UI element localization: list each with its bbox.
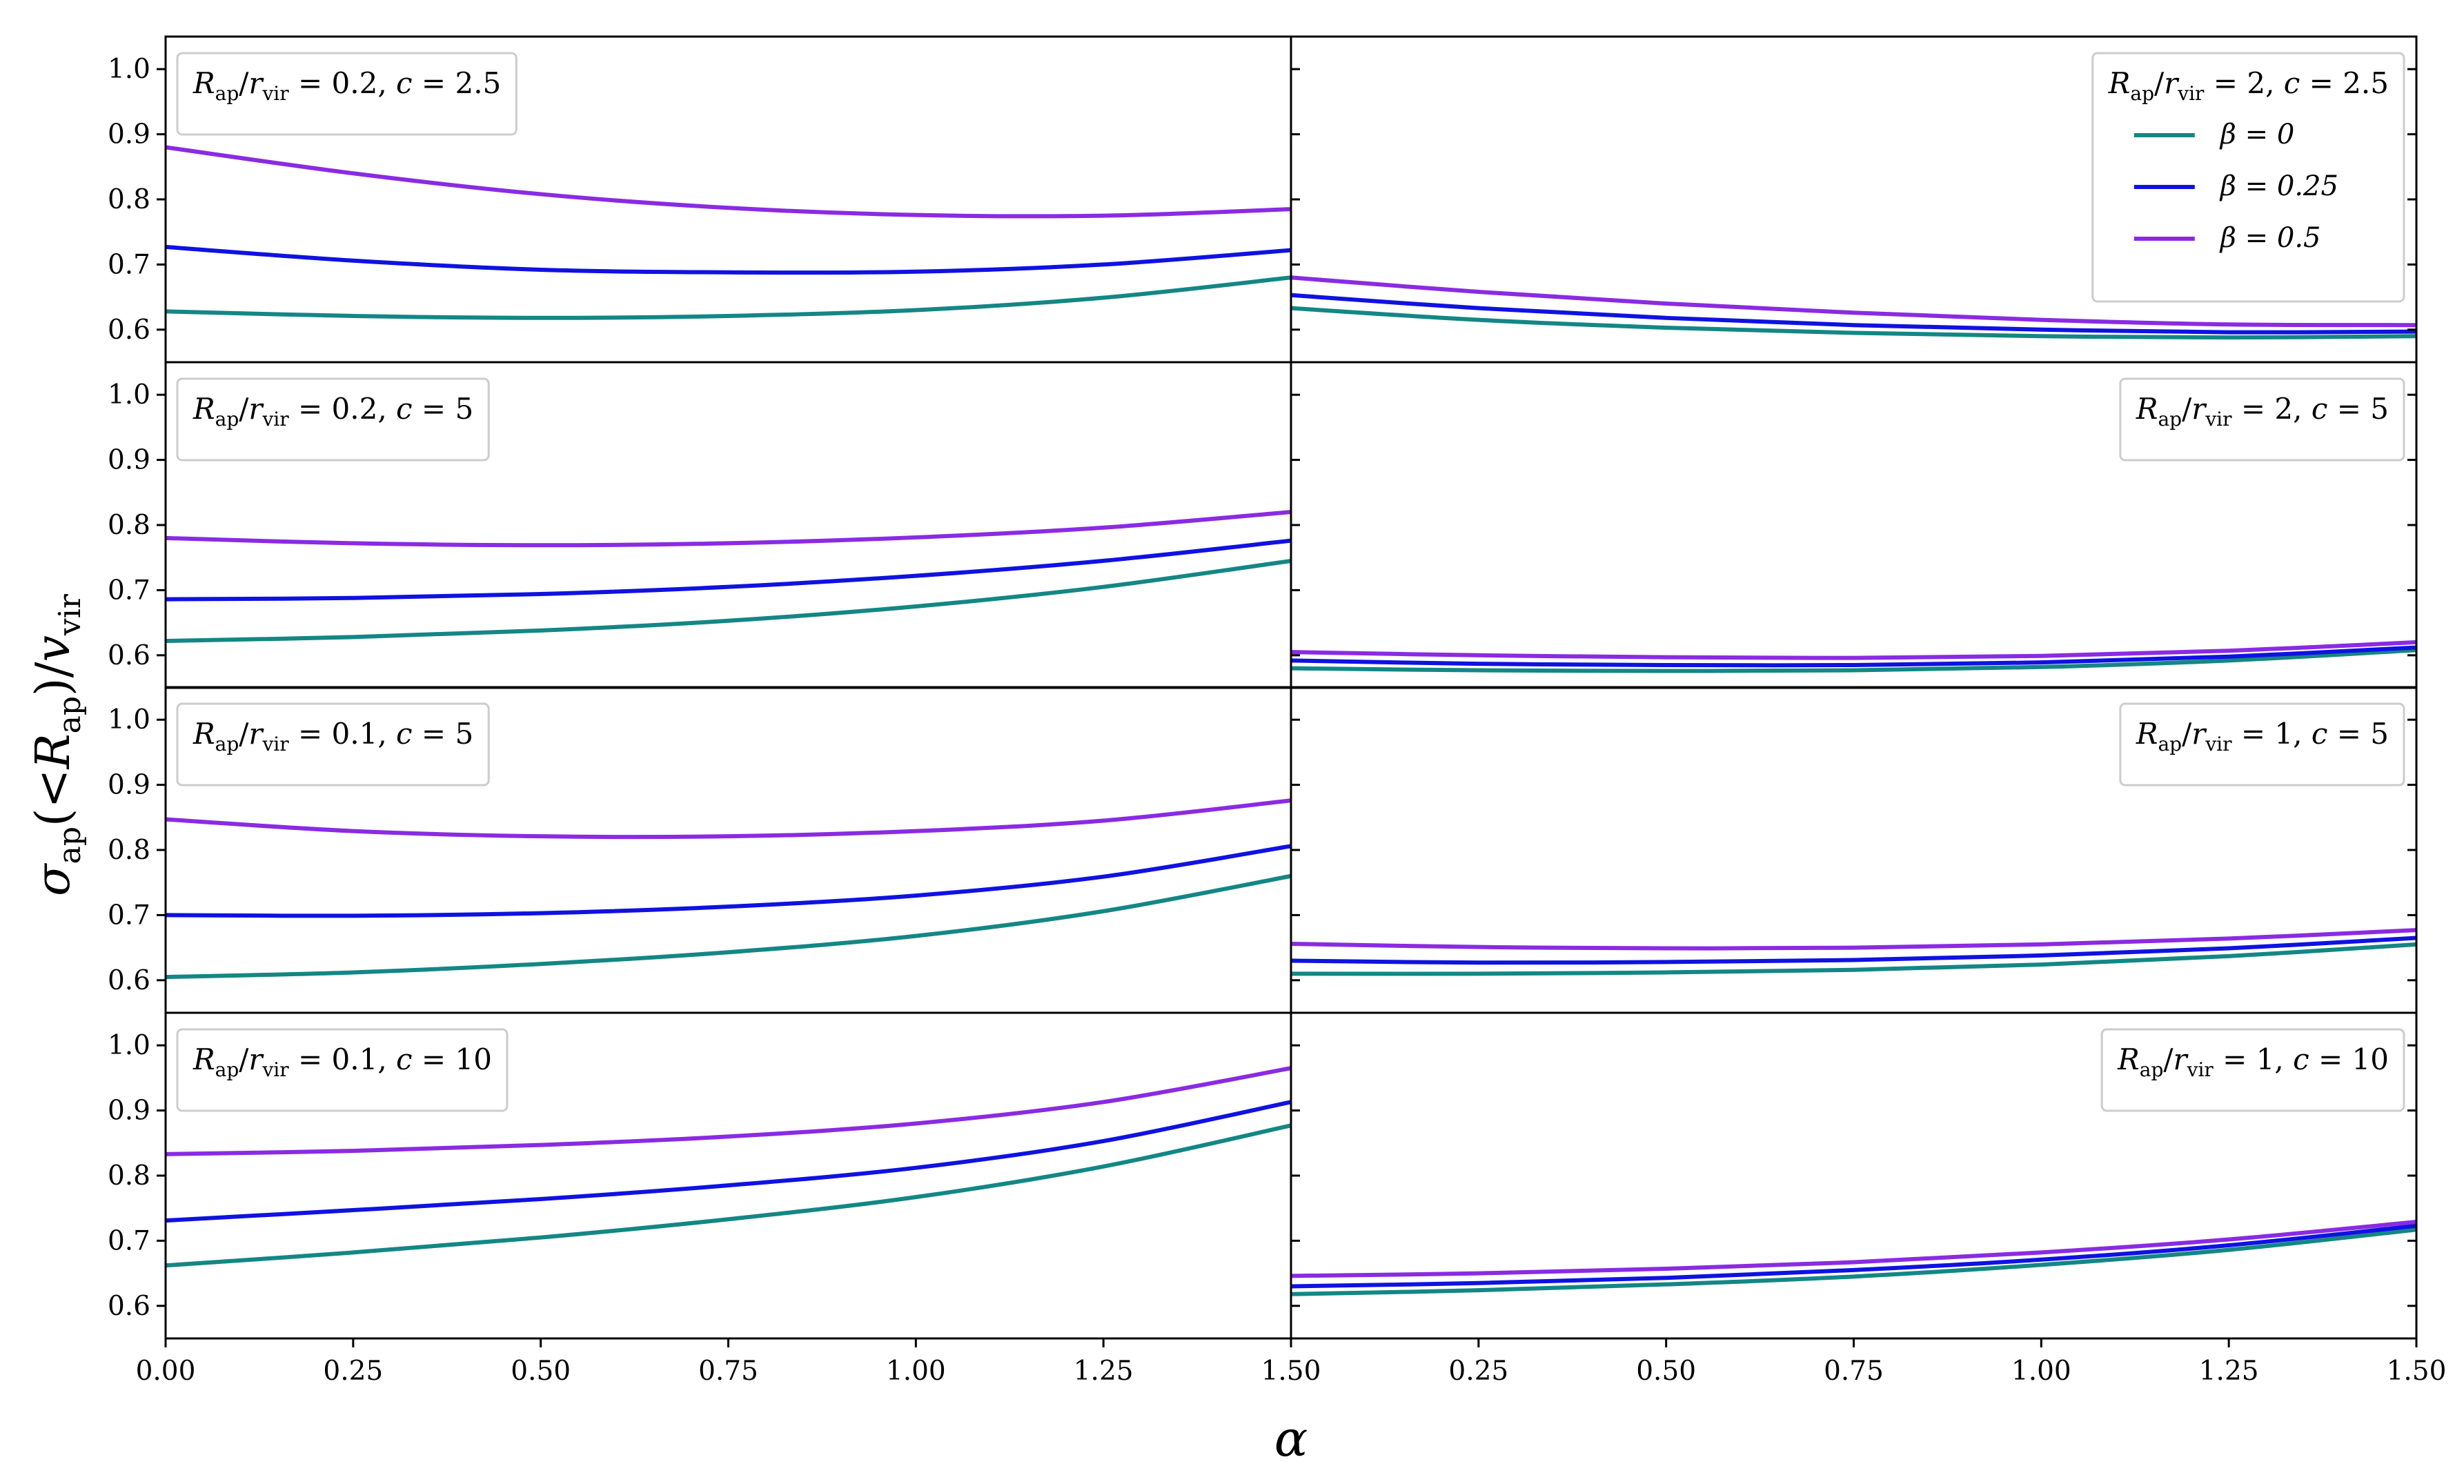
y-tick-label: 1.0 (108, 704, 150, 735)
legend-label-2: β = 0.5 (2219, 222, 2321, 254)
series-line-beta-1 (1291, 936, 2416, 965)
panel-label-frame (176, 52, 518, 136)
x-tick-label: 0.00 (136, 1356, 196, 1387)
panel-label-box: Rap/rvir = 0.1, c = 10 (176, 1028, 509, 1112)
y-tick-label: 1.0 (108, 379, 150, 410)
y-tick-label: 0.6 (108, 315, 150, 346)
series-line-beta-0 (166, 1123, 1291, 1268)
y-tick-label: 0.9 (108, 770, 150, 801)
series-line-beta-1 (166, 1100, 1291, 1223)
y-tick-label: 0.8 (108, 835, 150, 866)
panel-label-frame (176, 702, 490, 786)
x-tick-label: 0.25 (323, 1356, 383, 1387)
y-axis-label: σap(<Rap)/vvir (26, 593, 88, 896)
y-tick-label: 0.8 (108, 184, 150, 215)
panel-label-text: Rap/rvir = 2, c = 5 (2136, 392, 2389, 431)
y-tick-label: 0.9 (108, 1096, 150, 1127)
series-line-beta-2 (166, 798, 1291, 840)
panel-label-text: Rap/rvir = 0.1, c = 5 (193, 717, 473, 755)
series-line-beta-1 (1291, 645, 2416, 668)
x-tick-label: 1.00 (886, 1356, 946, 1387)
y-tick-label: 0.9 (108, 445, 150, 476)
y-tick-label: 1.0 (108, 1030, 150, 1061)
panel-label-box: Rap/rvir = 0.2, c = 2.5 (176, 52, 518, 136)
panel-label-box: Rap/rvir = 0.1, c = 5 (176, 702, 490, 786)
series-line-beta-0 (166, 873, 1291, 980)
y-tick-label: 0.8 (108, 510, 150, 541)
panel-label-frame (176, 377, 490, 462)
series-line-beta-2 (1291, 928, 2416, 951)
y-tick-label: 0.7 (108, 575, 150, 606)
series-line-beta-0 (166, 558, 1291, 644)
y-tick-label: 0.7 (108, 900, 150, 931)
y-tick-label: 0.7 (108, 249, 150, 280)
series-line-beta-1 (166, 538, 1291, 602)
panel-1: 0.6 0.7 0.8 0.9 1.0 Rap/rvir = 0.2, c = 2.5 (108, 35, 1292, 364)
y-tick-label: 0.8 (108, 1160, 150, 1191)
y-tick-label: 0.7 (108, 1225, 150, 1256)
panel-label-frame (2119, 702, 2405, 786)
x-tick-label: 0.75 (698, 1356, 758, 1387)
y-tick-label: 0.9 (108, 119, 150, 150)
y-tick-label: 0.6 (108, 965, 150, 996)
x-tick-label: 1.50 (2387, 1356, 2447, 1387)
series-line-beta-1 (1291, 293, 2416, 335)
panel-label-text: Rap/rvir = 0.2, c = 5 (193, 392, 473, 431)
panel-label-frame (2100, 1028, 2405, 1112)
panel-7: 0.6 0.7 0.8 0.9 1.0 0.00 0.25 0.50 0.75 1.00 1.25 1… (108, 1011, 1321, 1387)
x-tick-label: 1.50 (1261, 1356, 1321, 1387)
panel-4: Rap/rvir = 2, c = 5 (1290, 361, 2418, 689)
panel-label-text: Rap/rvir = 2, c = 2.5 (2108, 66, 2389, 105)
x-axis-label: α (1274, 1409, 1308, 1467)
panel-label-box: Rap/rvir = 0.2, c = 5 (176, 377, 490, 462)
x-tick-label: 0.75 (1824, 1356, 1884, 1387)
y-tick-label: 0.6 (108, 640, 150, 671)
series-line-beta-1 (166, 244, 1291, 275)
x-tick-label: 1.00 (2011, 1356, 2071, 1387)
panels-group: 0.6 0.7 0.8 0.9 1.0 Rap/rvir = 0.2, c = 2.5 Ra… (108, 35, 2447, 1387)
x-tick-label: 1.25 (2199, 1356, 2259, 1387)
series-line-beta-0 (1291, 942, 2416, 976)
legend-label-1: β = 0.25 (2219, 170, 2338, 202)
x-tick-label: 1.25 (1074, 1356, 1134, 1387)
panel-label-text: Rap/rvir = 1, c = 10 (2117, 1042, 2389, 1081)
panel-label-frame (2119, 377, 2405, 462)
panel-label-frame (176, 1028, 509, 1112)
series-line-beta-0 (166, 275, 1291, 320)
series-line-beta-2 (166, 145, 1291, 219)
series-line-beta-2 (1291, 275, 2416, 328)
panel-2: Rap/rvir = 2, c = 2.5 β = 0 β = 0.25 β = 0.… (1290, 35, 2418, 364)
x-tick-label: 0.50 (1636, 1356, 1696, 1387)
panel-label-box: Rap/rvir = 2, c = 2.5 β = 0 β = 0.25 β = 0.… (2091, 52, 2405, 303)
series-line-beta-2 (166, 1066, 1291, 1156)
series-line-beta-2 (1291, 1220, 2416, 1278)
panel-label-box: Rap/rvir = 1, c = 10 (2100, 1028, 2405, 1112)
series-line-beta-2 (1291, 640, 2416, 660)
series-line-beta-1 (166, 844, 1291, 918)
panel-label-text: Rap/rvir = 0.2, c = 2.5 (193, 66, 501, 105)
panel-5: 0.6 0.7 0.8 0.9 1.0 Rap/rvir = 0.1, c = 5 (108, 686, 1292, 1014)
series-line-beta-2 (166, 510, 1291, 548)
series-line-beta-0 (1291, 648, 2416, 673)
panel-label-box: Rap/rvir = 2, c = 5 (2119, 377, 2405, 462)
panel-label-text: Rap/rvir = 0.1, c = 10 (193, 1042, 492, 1081)
panel-8: 0.25 0.50 0.75 1.00 1.25 1.50 Rap/rvir = 1, c … (1290, 1011, 2447, 1387)
series-line-beta-1 (1291, 1223, 2416, 1289)
panel-label-text: Rap/rvir = 1, c = 5 (2136, 717, 2389, 755)
series-line-beta-0 (1291, 306, 2416, 340)
panel-6: Rap/rvir = 1, c = 5 (1290, 686, 2418, 1014)
panel-label-box: Rap/rvir = 1, c = 5 (2119, 702, 2405, 786)
x-tick-label: 0.50 (511, 1356, 571, 1387)
legend-label-0: β = 0 (2219, 119, 2295, 150)
series-line-beta-0 (1291, 1227, 2416, 1296)
y-tick-label: 1.0 (108, 54, 150, 85)
y-tick-label: 0.6 (108, 1291, 150, 1322)
x-tick-label: 0.25 (1448, 1356, 1508, 1387)
